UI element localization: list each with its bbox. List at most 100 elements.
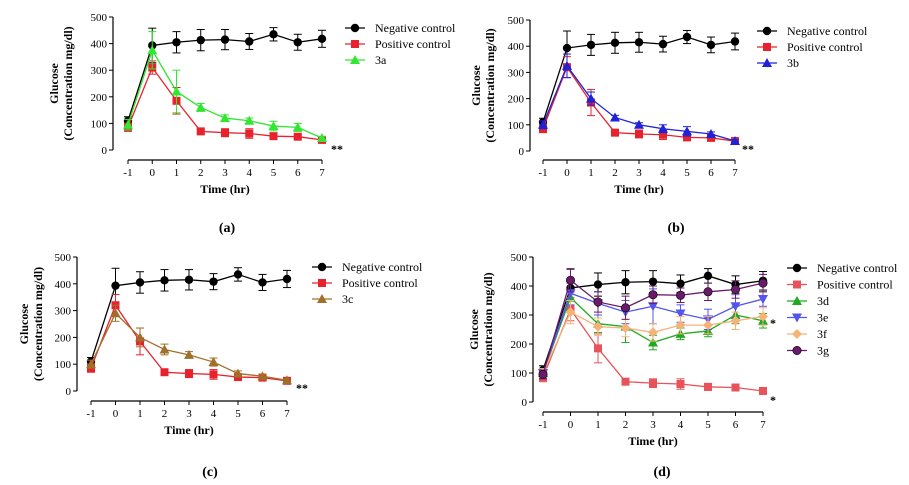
x-tick-label: 5 bbox=[235, 408, 241, 420]
x-tick-label: 0 bbox=[564, 167, 570, 179]
data-point bbox=[184, 275, 194, 284]
legend-marker bbox=[317, 294, 327, 303]
legend-entry: Negative control bbox=[345, 21, 456, 35]
data-point bbox=[676, 380, 685, 389]
data-point bbox=[759, 386, 767, 395]
significance-annotation: * bbox=[770, 393, 776, 407]
data-point bbox=[293, 38, 302, 47]
data-point bbox=[135, 332, 145, 342]
data-point bbox=[317, 34, 327, 44]
data-point bbox=[706, 40, 716, 50]
panel-label-d: (d) bbox=[653, 465, 670, 480]
data-point bbox=[282, 375, 292, 385]
panel-label-b: (b) bbox=[667, 221, 684, 236]
y-tick-label: 300 bbox=[508, 67, 525, 79]
legend-label: 3c bbox=[342, 292, 353, 306]
data-point bbox=[658, 39, 668, 49]
y-axis-label-line2: (Concentration mg/dl) bbox=[61, 26, 75, 140]
data-point bbox=[659, 130, 667, 139]
y-tick-label: 0 bbox=[519, 146, 525, 158]
x-tick-label: 1 bbox=[588, 167, 594, 179]
data-point bbox=[233, 270, 243, 279]
data-point bbox=[245, 129, 254, 138]
data-point bbox=[562, 43, 572, 53]
x-tick-label: 7 bbox=[732, 167, 738, 179]
data-point bbox=[293, 132, 302, 141]
x-tick-label: -1 bbox=[86, 408, 95, 420]
x-tick-label: 1 bbox=[595, 419, 601, 431]
x-tick-label: 3 bbox=[222, 167, 228, 179]
legend-marker bbox=[792, 345, 802, 355]
y-tick-label: 0 bbox=[522, 397, 528, 409]
data-point bbox=[208, 357, 219, 367]
data-point bbox=[758, 295, 768, 305]
y-axis-label-line2: (Concentration mg/dl) bbox=[483, 28, 497, 142]
x-tick-label: 2 bbox=[623, 419, 629, 431]
data-point bbox=[171, 86, 182, 96]
x-tick-label: 6 bbox=[260, 408, 266, 420]
data-point bbox=[675, 290, 685, 300]
data-point bbox=[538, 119, 548, 129]
data-point bbox=[282, 274, 292, 284]
panel-label-a: (a) bbox=[219, 221, 236, 236]
x-tick-label: 7 bbox=[760, 419, 766, 431]
panel-label-c: (c) bbox=[202, 465, 218, 480]
legend-label: Positive control bbox=[342, 276, 418, 290]
data-point bbox=[184, 349, 194, 359]
data-point bbox=[196, 35, 205, 45]
y-tick-label: 400 bbox=[511, 281, 528, 293]
y-tick-label: 100 bbox=[511, 368, 528, 380]
y-tick-label: 200 bbox=[511, 339, 528, 351]
data-point bbox=[159, 344, 170, 354]
data-point bbox=[703, 287, 713, 297]
legend-label: Positive control bbox=[817, 278, 893, 292]
data-point bbox=[562, 60, 572, 70]
panel-a: 0 100 200 300 400 500 -1 0 1 2 3 4 5 6 7 Time (hr) Gluco… bbox=[47, 12, 456, 196]
series-negative-control bbox=[538, 29, 740, 127]
legend-entry: 3g bbox=[787, 344, 829, 358]
legend-label: Negative control bbox=[375, 21, 456, 35]
x-tick-label: 3 bbox=[636, 167, 642, 179]
data-point bbox=[220, 113, 230, 123]
series-line bbox=[127, 48, 323, 139]
data-point bbox=[610, 38, 620, 47]
x-tick-label: 6 bbox=[295, 167, 301, 179]
y-tick-label: 500 bbox=[508, 15, 525, 27]
x-tick-label: 4 bbox=[678, 419, 684, 431]
legend-entry: 3e bbox=[787, 311, 828, 325]
data-point bbox=[538, 369, 548, 379]
y-axis-label-line2: (Concentration mg/dl) bbox=[31, 267, 45, 381]
y-tick-label: 300 bbox=[91, 65, 108, 77]
data-point bbox=[292, 122, 303, 132]
y-tick-label: 100 bbox=[91, 118, 108, 130]
data-point bbox=[675, 320, 686, 331]
legend-entry: 3b bbox=[757, 56, 799, 70]
data-point bbox=[269, 30, 278, 39]
legend-marker bbox=[762, 58, 772, 67]
data-point bbox=[648, 327, 658, 338]
legend-label: 3f bbox=[817, 327, 827, 341]
data-point bbox=[594, 344, 602, 353]
data-point bbox=[634, 38, 644, 47]
data-point bbox=[731, 383, 740, 392]
panel-d: 0 100 200 300 400 500 -1 0 1 2 3 4 5 6 7 Time (hr) Gluco… bbox=[467, 252, 898, 448]
panel-b: 0 100 200 300 400 500 -1 0 1 2 3 4 5 6 7 Time (hr) Gluco… bbox=[469, 15, 868, 196]
data-point bbox=[172, 38, 181, 47]
data-point bbox=[730, 136, 740, 146]
legend-label: 3g bbox=[817, 344, 829, 358]
legend-marker bbox=[792, 313, 802, 323]
significance-annotation: ** bbox=[742, 142, 754, 156]
significance-annotation: ** bbox=[296, 381, 308, 395]
data-point bbox=[233, 368, 243, 378]
data-point bbox=[648, 337, 658, 347]
y-tick-label: 0 bbox=[66, 386, 72, 398]
data-point bbox=[682, 32, 692, 42]
data-point bbox=[703, 271, 713, 281]
legend-entry: 3c bbox=[312, 292, 353, 306]
data-point bbox=[758, 311, 768, 322]
x-tick-label: 5 bbox=[684, 167, 690, 179]
data-point bbox=[706, 128, 716, 138]
data-point bbox=[244, 115, 255, 125]
x-tick-label: 7 bbox=[284, 408, 290, 420]
series-3a bbox=[123, 31, 327, 143]
